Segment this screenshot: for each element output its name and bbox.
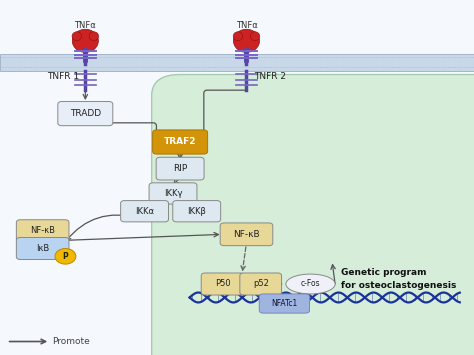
Text: Promote: Promote — [52, 337, 90, 346]
Text: TRAF2: TRAF2 — [164, 137, 196, 147]
FancyBboxPatch shape — [120, 201, 169, 222]
FancyBboxPatch shape — [16, 220, 69, 242]
FancyBboxPatch shape — [149, 183, 197, 204]
FancyBboxPatch shape — [16, 237, 69, 260]
Text: TRADD: TRADD — [70, 109, 101, 118]
Ellipse shape — [233, 29, 260, 52]
FancyBboxPatch shape — [201, 273, 245, 295]
FancyBboxPatch shape — [58, 102, 113, 126]
Text: NF-κB: NF-κB — [30, 226, 55, 235]
Circle shape — [55, 248, 76, 264]
Ellipse shape — [250, 32, 260, 41]
Text: RIP: RIP — [173, 164, 187, 173]
Ellipse shape — [89, 32, 99, 41]
Text: TNFR 1: TNFR 1 — [47, 72, 80, 81]
FancyBboxPatch shape — [173, 201, 221, 222]
Text: IKKβ: IKKβ — [187, 207, 206, 216]
Text: P50: P50 — [215, 279, 230, 289]
FancyBboxPatch shape — [220, 223, 273, 246]
FancyBboxPatch shape — [153, 130, 208, 154]
FancyBboxPatch shape — [152, 75, 474, 355]
Ellipse shape — [233, 32, 243, 41]
Text: TNFR 2: TNFR 2 — [254, 72, 286, 81]
Ellipse shape — [72, 29, 99, 52]
Ellipse shape — [286, 274, 335, 294]
Text: c-Fos: c-Fos — [301, 279, 320, 289]
Text: TNFα: TNFα — [236, 21, 257, 30]
Text: NFATc1: NFATc1 — [271, 299, 298, 308]
Text: IκB: IκB — [36, 244, 49, 253]
Text: IKKα: IKKα — [135, 207, 154, 216]
Text: P: P — [63, 252, 68, 261]
FancyBboxPatch shape — [156, 157, 204, 180]
FancyBboxPatch shape — [240, 273, 282, 295]
FancyBboxPatch shape — [259, 294, 310, 313]
Text: p52: p52 — [253, 279, 269, 289]
Text: TNFα: TNFα — [74, 21, 96, 30]
Text: Genetic program
for osteoclastogenesis: Genetic program for osteoclastogenesis — [341, 268, 456, 290]
Bar — [0, 54, 474, 71]
Text: IKKγ: IKKγ — [164, 189, 182, 198]
Ellipse shape — [72, 32, 82, 41]
Text: NF-κB: NF-κB — [233, 230, 260, 239]
